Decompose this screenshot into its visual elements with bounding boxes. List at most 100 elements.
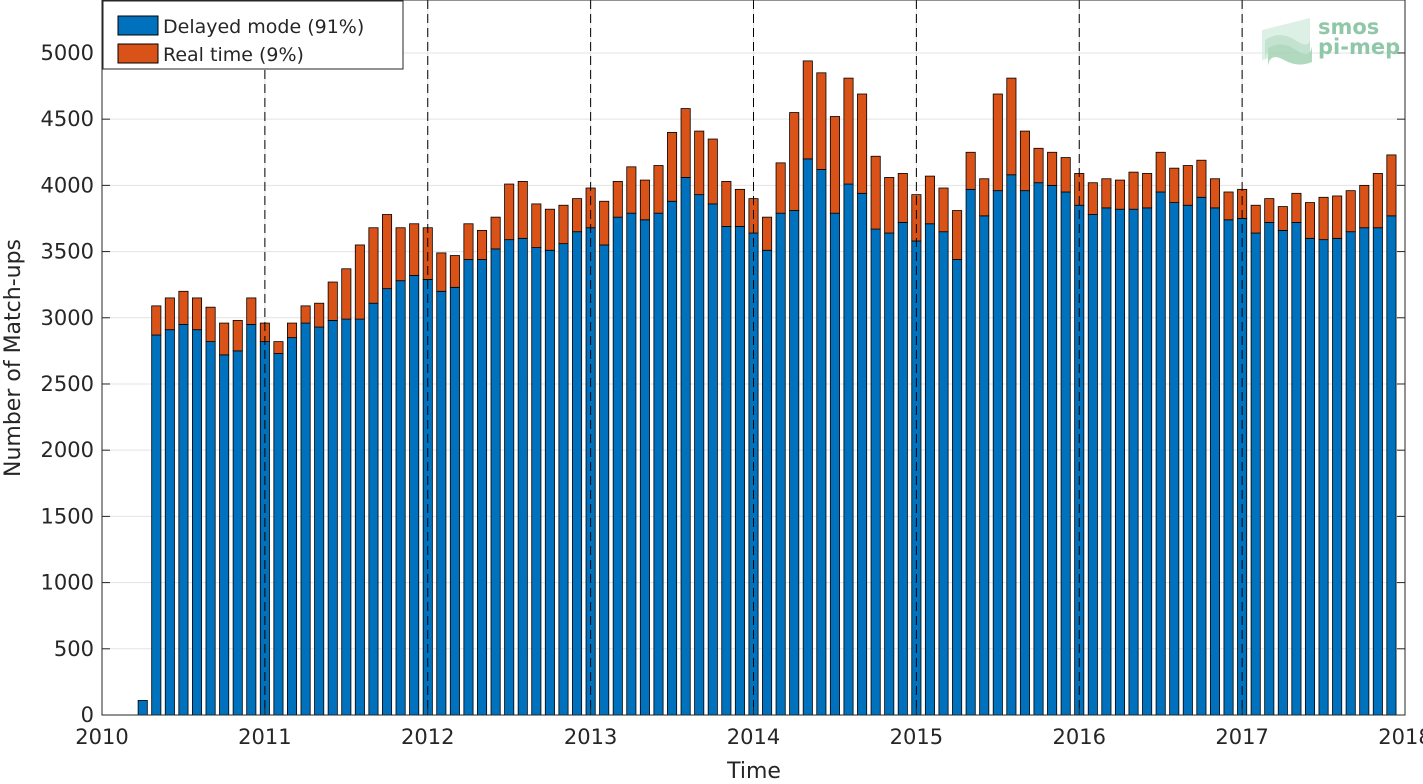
y-tick-label: 1000 [41,571,94,595]
bar-delayed-mode [1372,227,1383,716]
bar-delayed-mode [436,290,447,716]
bar-real-time [585,187,596,229]
bar-real-time [300,305,311,324]
bar-real-time [395,227,406,282]
bar-delayed-mode [191,329,203,716]
y-tick-label: 1500 [41,504,94,528]
x-tick-label: 2016 [1053,725,1106,749]
bar-real-time [884,177,895,234]
bar-real-time [1277,206,1288,231]
bar-delayed-mode [1277,229,1288,716]
bar-real-time [870,155,881,230]
bar-real-time [531,203,542,249]
bar-real-time [409,223,420,276]
bar-delayed-mode [463,259,474,716]
bar-real-time [490,216,501,250]
bar-real-time [843,77,854,185]
x-tick-label: 2014 [727,725,780,749]
bar-real-time [1359,184,1370,229]
bar-real-time [1087,182,1098,215]
bar-real-time [314,302,325,328]
bar-real-time [694,130,705,196]
bar-real-time [639,179,650,221]
bar-delayed-mode [734,226,745,716]
bar-delayed-mode [789,210,800,716]
bar-delayed-mode [151,334,162,716]
bar-real-time [327,281,338,321]
bar-delayed-mode [1291,222,1302,716]
bar-delayed-mode [382,288,393,716]
bar-real-time [612,180,623,218]
bar-delayed-mode [653,212,664,716]
y-tick-label: 3000 [41,306,94,330]
y-tick-label: 4000 [41,173,94,197]
bar-delayed-mode [1318,239,1329,716]
bar-delayed-mode [612,216,623,716]
bar-delayed-mode [572,231,583,716]
bar-delayed-mode [1006,174,1017,716]
bar-delayed-mode [707,203,718,716]
bar-real-time [992,93,1003,192]
bar-delayed-mode [300,322,311,716]
bar-real-time [572,198,583,233]
bar-real-time [436,252,447,292]
bar-delayed-mode [395,280,406,716]
legend-label-real-time: Real time (9%) [163,44,304,66]
bar-real-time [382,214,393,290]
bar-real-time [1291,192,1302,223]
bar-delayed-mode [517,237,528,716]
bar-real-time [1182,165,1193,206]
bar-real-time [1264,198,1275,223]
bar-real-time [816,72,827,170]
bar-delayed-mode [1114,208,1125,716]
bar-delayed-mode [1101,207,1112,716]
bar-real-time [762,216,773,251]
smos-pi-mep-logo: smos pi-mep [1262,15,1400,66]
y-tick-label: 500 [54,637,94,661]
bars-layer [137,60,1397,716]
bar-delayed-mode [1060,191,1071,716]
bar-delayed-mode [762,249,773,716]
x-tick-label: 2011 [238,725,291,749]
bar-real-time [829,116,840,214]
logo-text-line1: smos [1318,15,1379,39]
bar-real-time [707,138,718,205]
bar-delayed-mode [1033,182,1044,716]
bar-delayed-mode [164,329,175,716]
bar-real-time [1209,178,1220,209]
legend-swatch-delayed-mode [117,15,159,36]
bar-delayed-mode [965,188,976,716]
x-tick-label: 2013 [564,725,617,749]
x-tick-label: 2018 [1378,725,1423,749]
legend: Delayed mode (91%) Real time (9%) [102,0,404,70]
bar-real-time [504,183,515,241]
bar-real-time [246,297,257,325]
bar-real-time [178,290,189,325]
axes-layer: 0 500 1000 1500 2000 2500 3000 3500 4000 4500 5000… [41,41,1423,749]
bar-delayed-mode [1182,204,1193,716]
bar-delayed-mode [1019,190,1030,716]
bar-real-time [1060,157,1071,193]
bar-real-time [680,108,691,178]
bar-real-time [857,93,868,194]
bar-delayed-mode [599,244,610,716]
bar-real-time [232,320,243,352]
bar-delayed-mode [178,323,189,716]
bar-real-time [1372,173,1383,229]
bar-delayed-mode [205,341,216,716]
bar-delayed-mode [775,212,786,716]
bar-delayed-mode [1250,232,1261,716]
bar-delayed-mode [1047,184,1058,716]
bar-delayed-mode [1264,222,1275,716]
bar-delayed-mode [884,232,895,716]
bar-real-time [354,244,365,320]
bar-real-time [979,178,990,217]
bar-delayed-mode [368,302,379,716]
bar-real-time [477,229,488,260]
bar-real-time [802,60,813,160]
bar-real-time [952,210,963,260]
bar-delayed-mode [219,354,230,716]
bar-real-time [1047,151,1058,186]
x-tick-label: 2010 [75,725,128,749]
